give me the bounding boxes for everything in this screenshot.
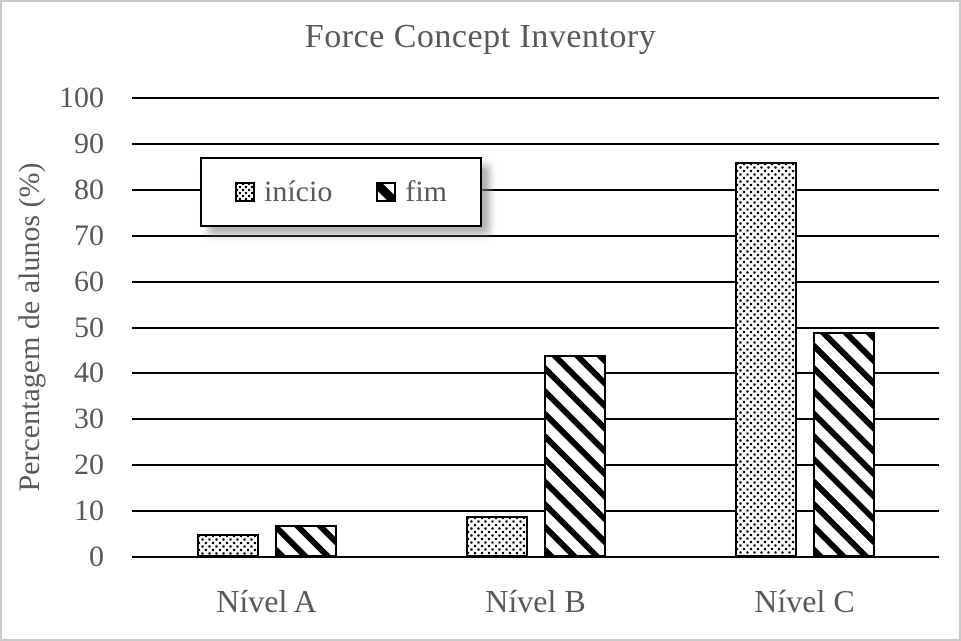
- legend-item-fim: fim: [376, 177, 447, 207]
- bar-fim-nível-a: [274, 524, 337, 557]
- gridline-y-20: [132, 464, 939, 467]
- y-tick-label-70: 70: [74, 218, 104, 252]
- y-tick-label-20: 20: [74, 448, 104, 482]
- x-category-label-nível-a: Nível A: [216, 583, 317, 619]
- y-tick-label-0: 0: [89, 540, 104, 573]
- legend-swatch-inicio-dots-icon: [235, 182, 255, 202]
- legend-label-fim: fim: [405, 175, 447, 208]
- y-tick-label-30: 30: [74, 402, 104, 436]
- x-category-label-nível-b: Nível B: [485, 583, 586, 619]
- y-tick-label-100: 100: [59, 81, 104, 114]
- chart-title: Force Concept Inventory: [304, 18, 657, 55]
- y-tick-label-10: 10: [74, 494, 104, 528]
- x-axis-line: [132, 556, 939, 558]
- y-axis-tick-labels: 0 10 20 30 40 50 60 70 80 90 100: [30, 81, 104, 573]
- y-tick-label-90: 90: [74, 126, 104, 160]
- gridline-y-30: [132, 418, 939, 421]
- plot-area: [132, 97, 939, 558]
- legend-item-inicio: início: [235, 177, 332, 207]
- gridline-y-80: [132, 188, 939, 191]
- y-tick-label-80: 80: [74, 172, 104, 206]
- bar-fim-nível-c: [812, 332, 875, 557]
- y-tick-label-50: 50: [74, 310, 104, 344]
- y-tick-label-40: 40: [74, 356, 104, 390]
- bar-início-nível-a: [196, 534, 259, 557]
- legend-label-inicio: início: [264, 175, 333, 208]
- bar-fim-nível-b: [543, 355, 606, 557]
- gridline-y-40: [132, 372, 939, 375]
- gridline-y-90: [132, 142, 939, 145]
- legend-swatch-fim-stripe-icon: [376, 182, 397, 202]
- bar-início-nível-b: [465, 515, 528, 557]
- gridline-y-50: [132, 326, 939, 329]
- legend: início fim: [200, 157, 482, 227]
- bar-início-nível-c: [734, 162, 797, 557]
- y-tick-label-60: 60: [74, 264, 104, 298]
- gridline-y-70: [132, 234, 939, 237]
- gridline-y-10: [132, 510, 939, 513]
- gridline-y-60: [132, 280, 939, 283]
- gridline-y-100: [132, 97, 939, 99]
- x-category-label-nível-c: Nível C: [754, 583, 855, 619]
